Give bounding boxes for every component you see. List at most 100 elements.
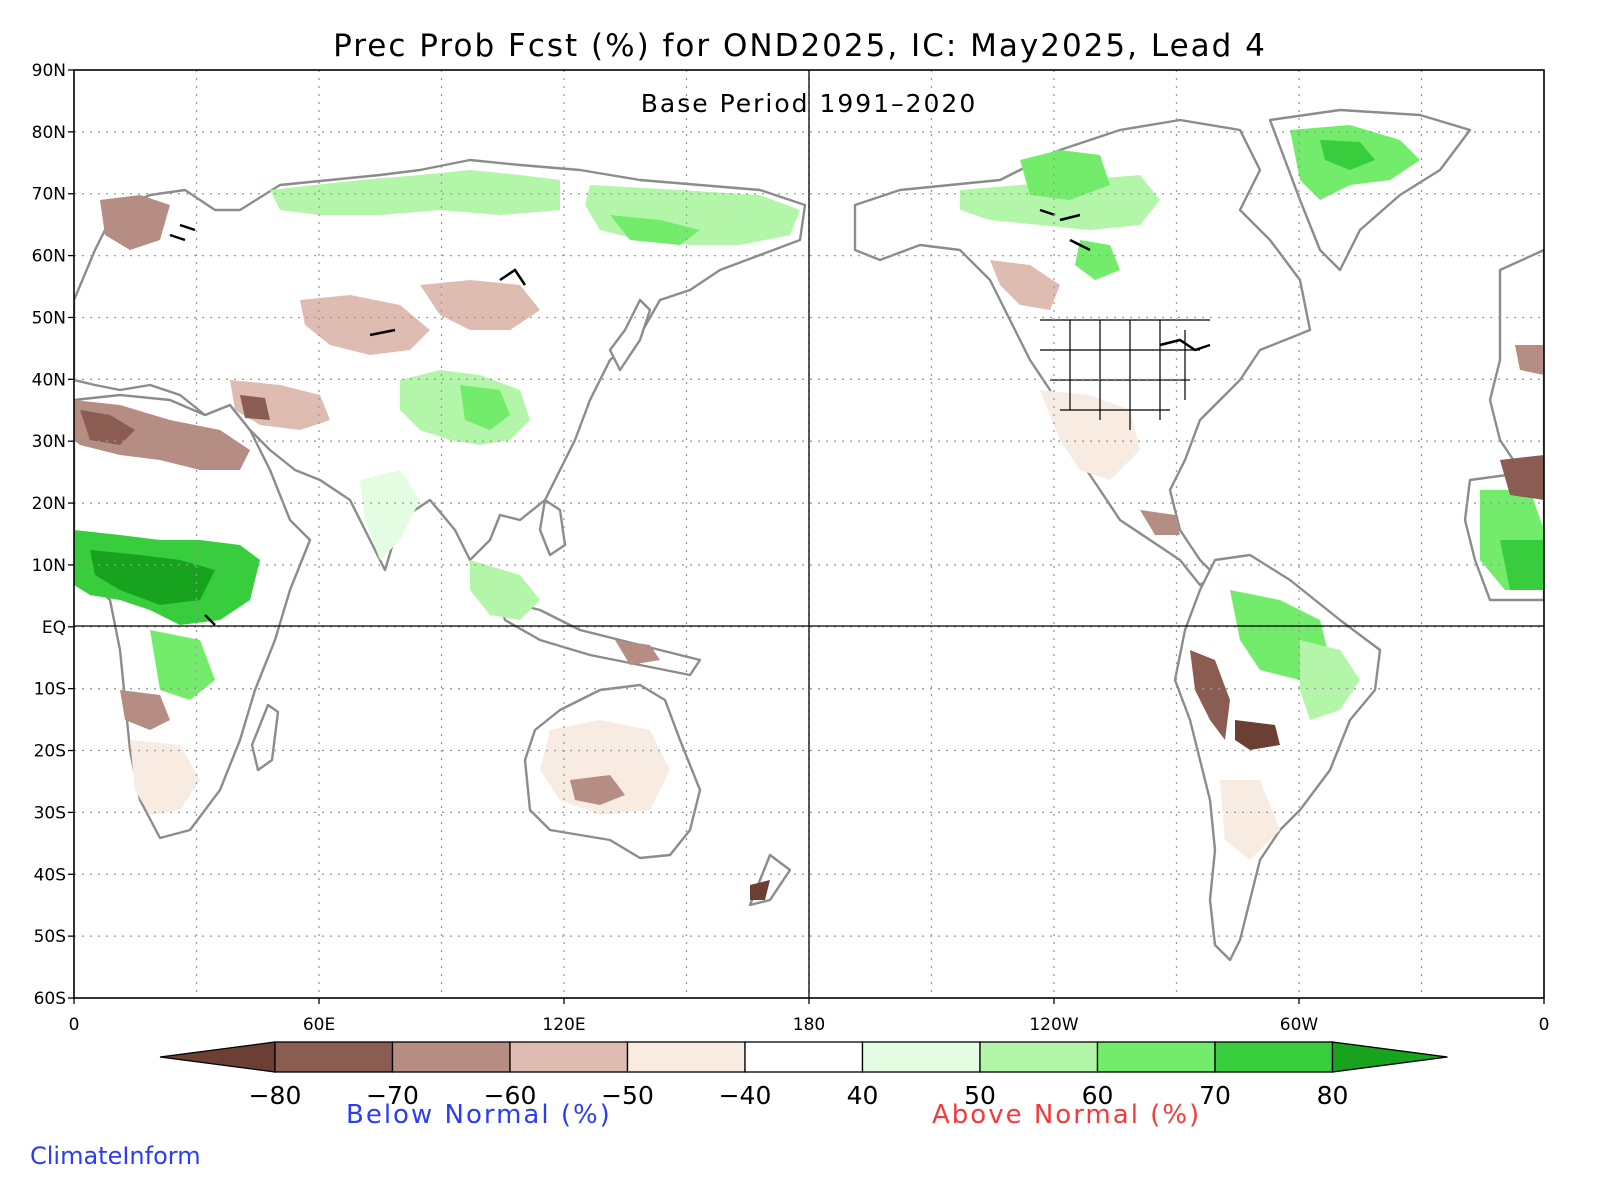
lon-label: 120E <box>542 1015 585 1035</box>
above-normal-amazon-light <box>1300 640 1360 720</box>
below-normal-southern-cone <box>1220 780 1280 860</box>
lon-label: 60E <box>303 1015 335 1035</box>
lon-label: 60W <box>1280 1015 1319 1035</box>
lon-label: 0 <box>1539 1015 1550 1035</box>
below-normal-new-zealand <box>750 880 770 900</box>
lat-lon-grid <box>74 70 1544 998</box>
below-normal-central-asia <box>300 295 430 355</box>
lat-label: 70N <box>32 185 66 205</box>
colorbar-tick-label: 40 <box>847 1081 879 1110</box>
colorbar-swatch <box>744 1041 864 1073</box>
below-normal-us-southwest <box>1040 390 1140 480</box>
scandinavia-lakes <box>169 223 196 242</box>
below-normal-sahara <box>74 400 250 470</box>
colorbar-swatch <box>159 1041 276 1073</box>
above-normal-central-africa-core <box>90 550 215 605</box>
below-normal-label: Below Normal (%) <box>346 1100 612 1130</box>
colorbar-tick-label: 50 <box>964 1081 996 1110</box>
us-state-borders <box>1040 319 1210 430</box>
below-normal-mideast-core <box>240 395 270 420</box>
above-normal-label: Above Normal (%) <box>932 1100 1202 1130</box>
below-normal-bolivia <box>1235 720 1280 750</box>
colorbar-swatch <box>979 1041 1099 1073</box>
below-normal-nw-africa <box>1500 455 1544 500</box>
eurasia-land <box>74 158 807 572</box>
below-normal-canada-west <box>990 260 1060 310</box>
above-normal-siberia-3 <box>610 215 700 245</box>
below-normal-central-america <box>1140 510 1180 535</box>
lake-baikal <box>499 268 527 286</box>
below-normal-andes <box>1190 650 1230 740</box>
lat-label: 80N <box>32 123 66 143</box>
lake-balkhash <box>369 328 396 337</box>
above-normal-east-africa <box>150 630 215 700</box>
below-normal-australia <box>540 720 670 815</box>
colorbar-swatch <box>391 1041 511 1073</box>
above-normal-hudson <box>1075 240 1120 280</box>
lat-label: 30N <box>32 432 66 452</box>
lat-label: 50S <box>34 927 66 947</box>
canada-lakes <box>1039 208 1091 252</box>
probability-field <box>74 108 1544 962</box>
philippines-land <box>538 498 567 557</box>
lat-label: 60N <box>32 247 66 267</box>
below-normal-europe-edge <box>1515 345 1544 375</box>
lon-label: 180 <box>793 1015 825 1035</box>
below-normal-southern-africa-2 <box>130 740 200 815</box>
below-normal-sahara-core <box>80 410 135 445</box>
colorbar-swatch <box>1096 1041 1216 1073</box>
below-normal-australia-core <box>570 775 625 805</box>
below-normal-scandinavia <box>100 195 170 250</box>
indonesia-land <box>498 598 702 677</box>
lat-label: 50N <box>32 308 66 328</box>
above-normal-siberia-1 <box>270 170 560 215</box>
lat-label: 20S <box>34 742 66 762</box>
lat-label: 10N <box>32 556 66 576</box>
colorbar-swatch <box>861 1041 981 1073</box>
north-america-land <box>853 118 1312 587</box>
japan-land <box>608 298 652 372</box>
colorbar-swatch <box>509 1041 629 1073</box>
credit-text: ClimateInform <box>30 1142 201 1170</box>
above-normal-canada <box>960 175 1160 230</box>
lat-label: 10S <box>34 680 66 700</box>
europe-east-edge-land <box>1488 248 1544 472</box>
colorbar-tick-label: −60 <box>484 1081 537 1110</box>
map-title: Prec Prob Fcst (%) for OND2025, IC: May2… <box>333 28 1267 64</box>
lat-label: 30S <box>34 803 66 823</box>
latitude-labels: 90N 80N 70N 60N 50N 40N 30N 20N 10N EQ 10S 20S 30S 40… <box>32 61 74 1009</box>
above-normal-greenland-core <box>1320 140 1375 170</box>
colorbar-tick-label: −40 <box>719 1081 772 1110</box>
above-normal-patches <box>74 125 1544 720</box>
colorbar-tick-label: −80 <box>249 1081 302 1110</box>
colorbar-tick-labels: −80 −70 −60 −50 −40 40 50 60 70 80 <box>249 1081 1349 1110</box>
map-subtitle: Base Period 1991–2020 <box>641 89 977 118</box>
above-normal-se-asia <box>470 560 540 620</box>
colorbar-tick-label: 70 <box>1199 1081 1231 1110</box>
colorbar <box>159 1041 1448 1073</box>
above-normal-india <box>360 470 420 560</box>
above-normal-canada-core <box>1020 150 1110 200</box>
longitude-labels: 0 60E 120E 180 120W 60W 0 <box>69 998 1550 1035</box>
lake-outlines <box>169 208 1211 626</box>
colorbar-swatch <box>1214 1041 1334 1073</box>
colorbar-tick-label: 60 <box>1082 1081 1114 1110</box>
below-normal-new-guinea <box>615 640 660 665</box>
colorbar-tick-label: −50 <box>601 1081 654 1110</box>
victoria-lake <box>204 614 216 626</box>
below-normal-patches <box>74 195 1544 900</box>
colorbar-swatch <box>1331 1041 1448 1073</box>
colorbar-swatch <box>626 1041 746 1073</box>
above-normal-china-core <box>460 385 510 430</box>
lat-label: 20N <box>32 494 66 514</box>
great-lakes <box>1159 338 1211 352</box>
lon-label: 0 <box>69 1015 80 1035</box>
lat-label: 40N <box>32 370 66 390</box>
colorbar-swatch <box>274 1041 394 1073</box>
lon-label: 120W <box>1029 1015 1078 1035</box>
madagascar-land <box>250 703 280 772</box>
colorbar-tick-label: 80 <box>1317 1081 1349 1110</box>
colorbar-tick-label: −70 <box>366 1081 419 1110</box>
lat-label: EQ <box>42 618 66 638</box>
